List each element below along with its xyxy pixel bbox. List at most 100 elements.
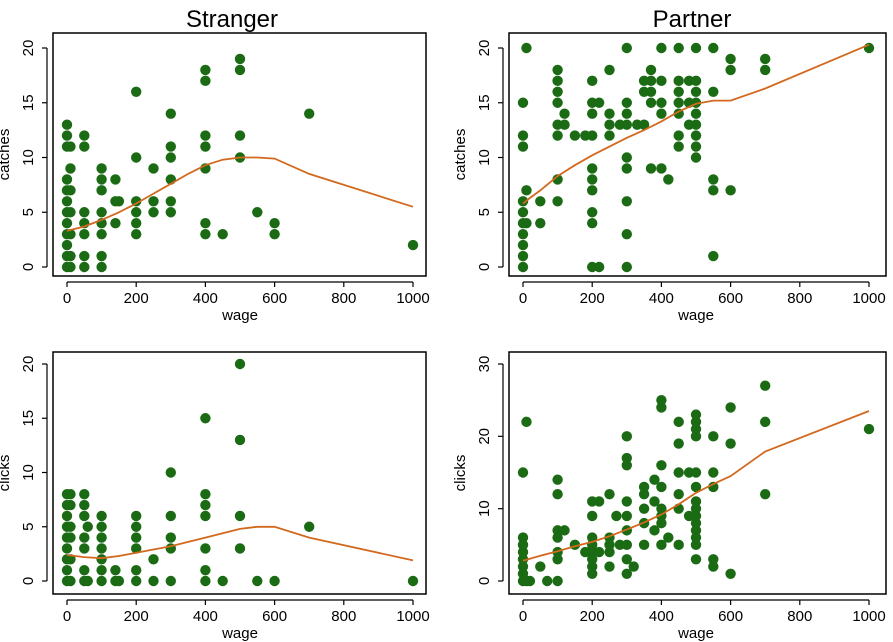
x-axis-label: wage — [677, 307, 714, 324]
data-point — [61, 174, 73, 185]
data-point — [587, 207, 598, 218]
y-tick-label: 15 — [20, 94, 37, 111]
data-point — [645, 64, 657, 76]
x-tick-label: 1000 — [396, 608, 429, 625]
data-point — [61, 218, 73, 229]
data-point — [690, 108, 702, 119]
x-tick-label: 0 — [519, 608, 527, 625]
smoothed-fit-line — [66, 525, 414, 562]
data-point — [559, 119, 570, 130]
x-tick-label: 0 — [519, 290, 527, 307]
data-point — [65, 185, 76, 196]
data-point — [690, 431, 702, 442]
data-point — [148, 163, 159, 174]
data-point — [517, 261, 529, 273]
data-point — [552, 554, 563, 565]
data-point — [621, 460, 632, 471]
data-point — [131, 218, 142, 229]
data-point — [217, 228, 228, 240]
data-point — [656, 108, 667, 119]
data-point — [559, 108, 570, 119]
data-point — [604, 539, 615, 551]
smoothed-fit-line — [522, 410, 870, 562]
data-point — [65, 261, 76, 273]
x-tick-label: 400 — [649, 290, 674, 307]
data-point — [517, 196, 529, 207]
data-point — [649, 474, 660, 485]
data-point — [552, 75, 563, 87]
data-point — [587, 174, 598, 185]
data-point — [200, 130, 211, 141]
data-point — [663, 532, 674, 543]
data-point — [656, 481, 667, 493]
data-point — [234, 130, 246, 141]
data-point — [656, 517, 667, 529]
data-point — [304, 108, 315, 119]
data-point — [165, 152, 176, 163]
data-point — [96, 228, 107, 240]
x-axis-label: wage — [221, 307, 258, 324]
data-point — [604, 489, 615, 500]
data-point — [517, 207, 529, 218]
data-point — [165, 575, 176, 587]
data-point — [200, 499, 211, 511]
data-point — [131, 510, 142, 522]
data-point — [604, 546, 615, 558]
data-point — [517, 97, 529, 108]
y-tick-label: 10 — [20, 149, 37, 166]
data-point — [690, 517, 702, 529]
data-point — [79, 543, 90, 554]
data-point — [656, 75, 667, 87]
data-point — [96, 543, 107, 554]
x-tick-label: 1000 — [396, 290, 429, 307]
data-point — [673, 539, 684, 551]
data-point — [234, 64, 246, 76]
data-point — [552, 489, 563, 500]
y-tick-label: 30 — [476, 356, 493, 373]
data-point — [552, 196, 563, 207]
data-point — [656, 163, 667, 174]
y-tick-label: 20 — [476, 40, 493, 57]
data-point — [65, 532, 76, 543]
data-point — [517, 532, 529, 543]
x-tick-label: 600 — [262, 290, 287, 307]
plot-frame — [52, 32, 427, 277]
data-point — [524, 575, 536, 587]
x-axis-label: wage — [677, 625, 714, 642]
data-point — [690, 130, 702, 141]
y-axis-label: clicks — [0, 455, 13, 492]
data-point — [96, 575, 107, 587]
y-tick-label: 0 — [20, 263, 37, 271]
data-point — [690, 416, 702, 428]
data-point — [165, 196, 176, 207]
data-point — [708, 174, 719, 185]
data-point — [96, 174, 107, 185]
data-point — [663, 174, 674, 185]
data-point — [521, 42, 532, 54]
data-point — [200, 413, 211, 424]
data-point — [131, 575, 142, 587]
y-tick-label: 20 — [20, 356, 37, 373]
data-point — [621, 163, 632, 174]
y-tick-label: 15 — [20, 410, 37, 427]
data-point — [110, 564, 121, 576]
data-point — [673, 97, 684, 108]
y-axis-label: clicks — [452, 455, 469, 492]
data-point — [148, 554, 159, 565]
data-point — [690, 423, 702, 435]
data-point — [252, 575, 263, 587]
data-point — [725, 64, 736, 76]
data-point — [517, 546, 529, 558]
data-point — [79, 261, 90, 273]
data-point — [587, 185, 598, 196]
data-point — [587, 75, 598, 87]
x-tick-label: 600 — [718, 608, 743, 625]
data-point — [725, 438, 736, 449]
data-point — [61, 119, 73, 130]
data-point — [96, 554, 107, 565]
data-point — [517, 554, 529, 565]
data-point — [863, 423, 875, 435]
x-tick-label: 400 — [193, 608, 218, 625]
data-point — [725, 53, 736, 65]
